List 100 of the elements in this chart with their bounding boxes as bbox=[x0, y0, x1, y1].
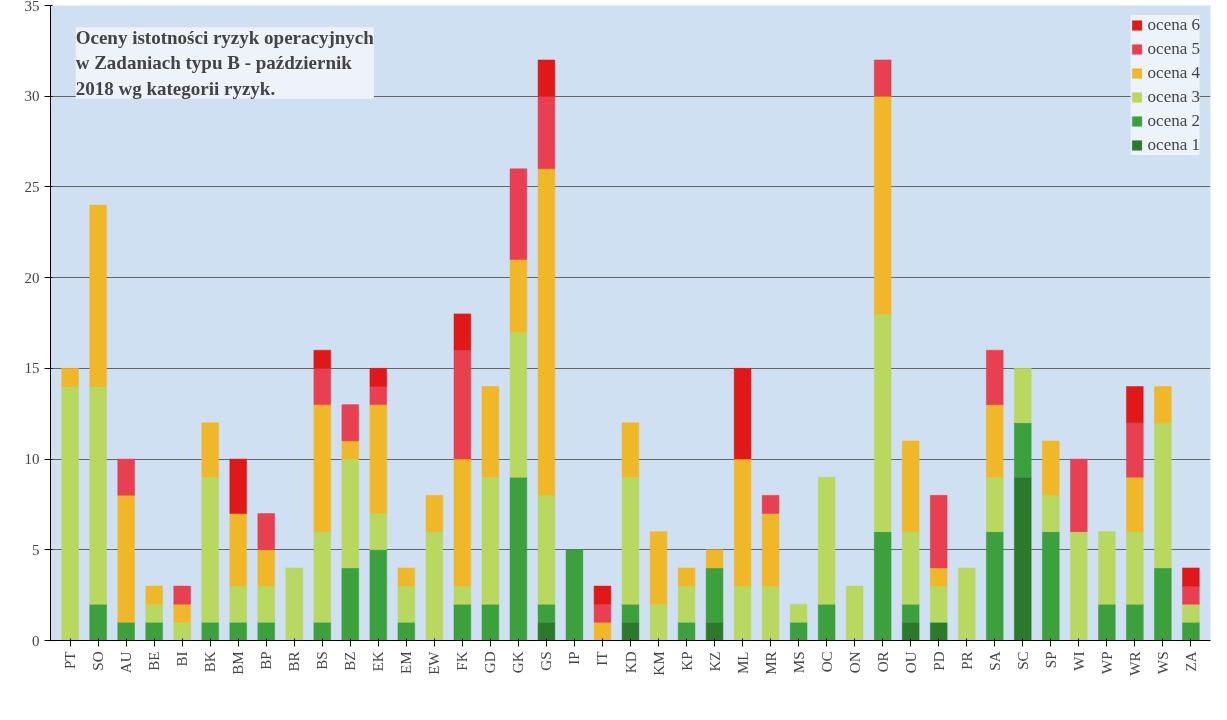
bar bbox=[229, 585, 247, 623]
bar bbox=[677, 622, 696, 641]
bar bbox=[61, 368, 79, 387]
bar bbox=[537, 603, 556, 623]
x-tick-label: GD bbox=[482, 651, 499, 674]
bar bbox=[874, 95, 892, 315]
x-tick-label: KZ bbox=[706, 651, 723, 672]
y-tick-label: 5 bbox=[32, 541, 40, 558]
bar bbox=[537, 168, 556, 496]
bar bbox=[341, 458, 359, 569]
x-tick-label: PR bbox=[958, 651, 975, 670]
text: Oceny istotności ryzyk operacyjnych w Zadaniach typu B - październik 2018 wg kategorii ryzyk. bbox=[75, 27, 375, 99]
x-tick-label: BM bbox=[230, 651, 247, 675]
bar bbox=[397, 622, 415, 641]
bar bbox=[425, 531, 444, 641]
y-tick-label: 15 bbox=[24, 360, 40, 377]
bar bbox=[117, 458, 135, 496]
bar bbox=[537, 95, 556, 170]
bar bbox=[1126, 422, 1144, 478]
bar bbox=[1154, 422, 1172, 569]
bar bbox=[201, 476, 219, 623]
x-tick-label: OU bbox=[902, 651, 919, 674]
bar bbox=[145, 603, 163, 623]
bar bbox=[369, 386, 387, 405]
bar bbox=[733, 458, 752, 587]
bar bbox=[930, 622, 948, 641]
bar bbox=[874, 313, 892, 532]
bar bbox=[621, 603, 640, 623]
x-tick-label: SC bbox=[1014, 651, 1031, 670]
y-tick-label: 20 bbox=[24, 269, 40, 286]
bar bbox=[1014, 476, 1032, 641]
x-tick-label: KP bbox=[678, 651, 695, 671]
x-tick-label: WI bbox=[1070, 651, 1087, 671]
x-tick-label: GK bbox=[510, 651, 527, 674]
bar bbox=[1070, 458, 1088, 532]
bar bbox=[930, 567, 948, 587]
bar bbox=[817, 603, 836, 641]
x-tick-label: EW bbox=[426, 650, 443, 675]
bar bbox=[761, 585, 780, 641]
bar bbox=[229, 458, 247, 514]
y-tick-label: 10 bbox=[24, 451, 40, 468]
bar bbox=[930, 585, 948, 623]
x-tick-label: PT bbox=[62, 651, 79, 669]
bar bbox=[1098, 531, 1116, 605]
x-tick-label: OR bbox=[874, 651, 891, 673]
bar bbox=[733, 585, 752, 641]
bar bbox=[986, 531, 1004, 641]
bar bbox=[481, 603, 500, 641]
bar bbox=[537, 495, 556, 605]
bar bbox=[453, 585, 472, 605]
bar bbox=[1126, 386, 1144, 424]
y-tick-label: 35 bbox=[24, 0, 40, 14]
bar bbox=[117, 495, 135, 623]
x-tick-label: OC bbox=[818, 651, 835, 673]
legend-label: ocena 4 bbox=[1147, 63, 1200, 83]
bar bbox=[313, 368, 331, 405]
bar bbox=[257, 622, 275, 641]
bar bbox=[902, 603, 920, 623]
x-tick-label: BS bbox=[314, 651, 331, 670]
bar bbox=[621, 476, 640, 605]
bar bbox=[986, 476, 1004, 532]
bar bbox=[621, 622, 640, 641]
bar bbox=[341, 440, 359, 460]
bar bbox=[229, 513, 247, 587]
bar bbox=[313, 404, 331, 532]
bar bbox=[509, 331, 528, 478]
bar bbox=[789, 622, 808, 641]
bar bbox=[257, 513, 275, 551]
bar bbox=[1042, 440, 1060, 496]
bar bbox=[1182, 603, 1200, 623]
legend-label: ocena 3 bbox=[1147, 87, 1200, 107]
bar bbox=[1014, 368, 1032, 424]
bar bbox=[1182, 622, 1200, 641]
bar bbox=[313, 531, 331, 623]
bar bbox=[425, 495, 444, 532]
x-tick-label: MS bbox=[790, 651, 807, 674]
bar bbox=[1182, 585, 1200, 605]
bar bbox=[257, 549, 275, 587]
bar bbox=[733, 368, 752, 460]
bar bbox=[369, 404, 387, 514]
bar bbox=[817, 476, 836, 605]
bar bbox=[1014, 422, 1032, 478]
bar bbox=[397, 567, 415, 587]
bar bbox=[229, 622, 247, 641]
bar bbox=[621, 422, 640, 478]
x-tick-label: WR bbox=[1126, 651, 1143, 676]
bar bbox=[1126, 531, 1144, 605]
bar bbox=[902, 531, 920, 605]
bar bbox=[481, 386, 500, 478]
bar bbox=[846, 585, 864, 641]
bar bbox=[145, 622, 163, 641]
bar bbox=[1042, 495, 1060, 532]
bar bbox=[173, 603, 191, 623]
bar bbox=[201, 422, 219, 478]
bar bbox=[761, 513, 780, 587]
x-tick-label: SO bbox=[90, 651, 107, 671]
bar bbox=[509, 476, 528, 641]
bar bbox=[89, 603, 107, 641]
x-tick-label: BR bbox=[286, 651, 303, 672]
bar bbox=[341, 567, 359, 641]
